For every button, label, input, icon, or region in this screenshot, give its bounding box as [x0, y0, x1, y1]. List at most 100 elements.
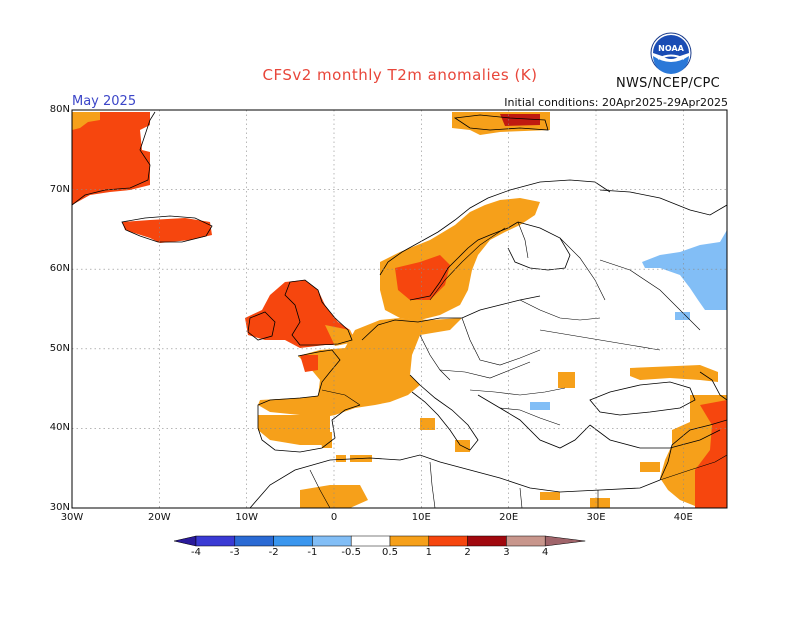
lat-tick-label: 60N	[49, 263, 70, 275]
anomaly-russia-cool-patch	[675, 312, 690, 320]
coast-blacksea	[589, 381, 696, 416]
anomaly-balearic	[420, 418, 435, 430]
anomaly-greenland	[72, 112, 150, 205]
anomaly-spain-south	[320, 432, 332, 448]
border-africa-3	[519, 487, 523, 508]
anomaly-balkans-cool	[530, 402, 550, 410]
colorbar-level-label: 0.5	[382, 547, 398, 558]
coast-sweden-baltic	[409, 221, 519, 301]
colorbar-segment	[428, 535, 468, 547]
colorbar-segment	[312, 535, 352, 547]
coast-turkey	[589, 424, 721, 449]
lon-tick-label: 20W	[148, 512, 171, 523]
lat-tick-label: 70N	[49, 183, 70, 195]
anomaly-greenland-edge	[72, 112, 100, 130]
border-france-spain	[321, 389, 361, 406]
lat-tick-label: 80N	[49, 104, 70, 115]
anomaly-british-isles-orange	[325, 325, 355, 346]
anomaly-russia-cool	[642, 230, 727, 310]
border-balkans-1	[499, 407, 561, 426]
lon-tick-label: 0	[330, 512, 338, 523]
colorbar-level-label: 1	[425, 547, 432, 558]
coast-ireland	[247, 311, 276, 341]
colorbar-segment	[389, 535, 430, 547]
colorbar-segment	[195, 535, 236, 547]
anomaly-africa-patch1	[336, 455, 346, 462]
graticule	[72, 110, 727, 508]
coast-kola	[599, 189, 727, 216]
coast-iberia	[257, 395, 361, 453]
coast-svalbard	[453, 114, 549, 131]
coast-iceland	[121, 215, 213, 243]
coast-britain	[284, 279, 353, 346]
lon-tick-label: 10E	[411, 512, 431, 523]
lon-tick-label: 40E	[673, 512, 693, 523]
border-finland-russia	[559, 237, 606, 301]
anomaly-svalbard-red	[500, 114, 540, 126]
border-russia-east	[599, 259, 701, 331]
border-central-2	[469, 387, 566, 396]
border-poland	[461, 317, 541, 366]
coast-europe-west	[361, 295, 541, 341]
colorbar-level-label: -3	[229, 547, 240, 558]
logo-text: NOAA	[658, 44, 684, 53]
border-africa-2	[429, 461, 436, 508]
anomaly-iberia	[258, 415, 330, 445]
noaa-logo-icon: NOAA	[650, 32, 692, 74]
anomaly-mideast-red	[695, 400, 727, 508]
colorbar-level-label: -0.5	[341, 547, 361, 558]
coast-greenland	[72, 111, 156, 206]
lat-tick-label: 40N	[49, 422, 70, 434]
colorbar-segment	[273, 535, 313, 547]
coast-finland	[507, 221, 571, 271]
colorbar-segment	[350, 535, 391, 547]
colorbar-segment	[506, 535, 546, 547]
lon-tick-label: 10W	[235, 512, 258, 523]
anomaly-western-europe	[258, 318, 462, 418]
anomaly-ukraine	[558, 372, 575, 388]
borders	[309, 221, 727, 508]
coast-italy	[409, 374, 479, 451]
colorbar-level-label: -2	[268, 547, 279, 558]
agency-label: NWS/NCEP/CPC	[616, 76, 721, 91]
lon-tick-label: 20E	[499, 512, 519, 523]
lon-tick-label: 30E	[586, 512, 606, 523]
anomaly-north-africa	[300, 485, 368, 508]
border-sweden-finland	[517, 221, 529, 259]
colorbar	[173, 535, 586, 547]
anomaly-scandinavia-red	[395, 255, 450, 300]
coast-france	[297, 349, 341, 397]
colorbar-segment	[467, 535, 507, 547]
border-mideast	[659, 454, 727, 481]
colorbar-level-label: 3	[503, 547, 510, 558]
coastlines	[72, 111, 727, 508]
coast-norway	[379, 179, 611, 276]
coast-caspian	[699, 371, 727, 401]
anomaly-caucasus	[630, 365, 718, 382]
border-africa-1	[309, 469, 331, 508]
colorbar-segment	[544, 535, 586, 547]
lat-tick-label: 30N	[49, 502, 70, 513]
border-central-1	[439, 361, 531, 379]
map-frame	[71, 109, 728, 509]
anomaly-france-red	[300, 355, 318, 372]
colorbar-level-label: -4	[191, 547, 201, 558]
border-baltics	[519, 299, 601, 321]
initial-conditions: Initial conditions: 20Apr2025-29Apr2025	[504, 96, 728, 109]
anomaly-british-isles	[245, 280, 355, 348]
border-germany	[419, 334, 451, 381]
forecast-month: May 2025	[72, 94, 137, 109]
lat-tick-label: 50N	[49, 342, 70, 354]
colorbar-segment	[173, 535, 197, 547]
anomaly-iceland	[122, 218, 212, 243]
coast-africa	[249, 454, 661, 508]
colorbar-segment	[234, 535, 274, 547]
anomaly-cyprus	[640, 462, 660, 472]
border-norway-sweden	[429, 227, 506, 301]
anomaly-fields	[72, 112, 727, 508]
colorbar-level-label: -1	[307, 547, 318, 558]
colorbar-level-label: 2	[464, 547, 471, 558]
border-ukraine	[539, 329, 661, 351]
lon-tick-label: 30W	[60, 512, 84, 523]
